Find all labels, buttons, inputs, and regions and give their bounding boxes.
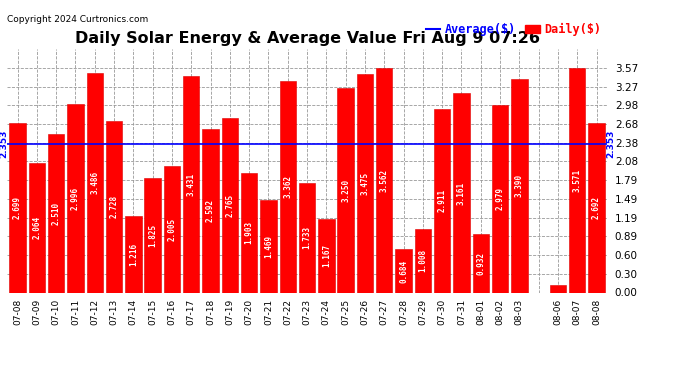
Text: 2.005: 2.005	[168, 218, 177, 241]
Text: 3.475: 3.475	[360, 171, 369, 195]
Text: 2.592: 2.592	[206, 199, 215, 222]
Text: 1.216: 1.216	[129, 243, 138, 266]
Text: 3.571: 3.571	[573, 168, 582, 192]
Text: 2.692: 2.692	[592, 196, 601, 219]
Bar	[28, 162, 45, 292]
Bar	[550, 285, 566, 292]
Bar	[357, 74, 373, 292]
Bar	[415, 229, 431, 292]
Text: 1.825: 1.825	[148, 224, 157, 247]
Bar	[164, 166, 180, 292]
Text: 3.562: 3.562	[380, 169, 388, 192]
Text: 3.161: 3.161	[457, 182, 466, 204]
Bar	[241, 172, 257, 292]
Bar	[511, 79, 528, 292]
Bar	[125, 216, 141, 292]
Bar	[67, 104, 83, 292]
Text: 2.699: 2.699	[13, 196, 22, 219]
Text: 1.733: 1.733	[302, 226, 312, 249]
Text: 1.903: 1.903	[245, 221, 254, 244]
Text: 2.996: 2.996	[71, 187, 80, 210]
Bar	[318, 219, 335, 292]
Bar	[299, 183, 315, 292]
Text: 3.362: 3.362	[284, 175, 293, 198]
Text: Copyright 2024 Curtronics.com: Copyright 2024 Curtronics.com	[7, 15, 148, 24]
Bar	[86, 73, 103, 292]
Text: 2.979: 2.979	[495, 187, 504, 210]
Bar	[144, 177, 161, 292]
Bar	[9, 123, 26, 292]
Text: 3.390: 3.390	[515, 174, 524, 197]
Text: 1.167: 1.167	[322, 244, 331, 267]
Text: 2.765: 2.765	[226, 194, 235, 217]
Bar	[492, 105, 509, 292]
Bar	[337, 88, 354, 292]
Bar	[260, 200, 277, 292]
Text: 0.684: 0.684	[399, 260, 408, 282]
Bar	[395, 249, 412, 292]
Bar	[453, 93, 470, 292]
Bar	[569, 68, 586, 292]
Bar	[589, 123, 605, 292]
Title: Daily Solar Energy & Average Value Fri Aug 9 07:26: Daily Solar Energy & Average Value Fri A…	[75, 31, 540, 46]
Text: 3.250: 3.250	[341, 178, 350, 202]
Bar	[106, 121, 122, 292]
Legend: Average($), Daily($): Average($), Daily($)	[426, 23, 601, 36]
Text: 2.911: 2.911	[437, 189, 446, 212]
Text: 2.353: 2.353	[0, 130, 8, 159]
Text: 2.728: 2.728	[110, 195, 119, 218]
Bar	[202, 129, 219, 292]
Text: 1.469: 1.469	[264, 235, 273, 258]
Text: 2.064: 2.064	[32, 216, 41, 239]
Text: 1.008: 1.008	[418, 249, 427, 272]
Bar	[183, 76, 199, 292]
Text: 2.353: 2.353	[607, 130, 615, 159]
Text: 3.431: 3.431	[187, 173, 196, 196]
Text: 2.510: 2.510	[52, 202, 61, 225]
Bar	[434, 109, 451, 292]
Bar	[48, 134, 64, 292]
Text: 3.486: 3.486	[90, 171, 99, 194]
Bar	[221, 118, 238, 292]
Bar	[376, 68, 393, 292]
Bar	[279, 81, 296, 292]
Bar	[473, 234, 489, 292]
Text: 0.932: 0.932	[476, 252, 485, 275]
